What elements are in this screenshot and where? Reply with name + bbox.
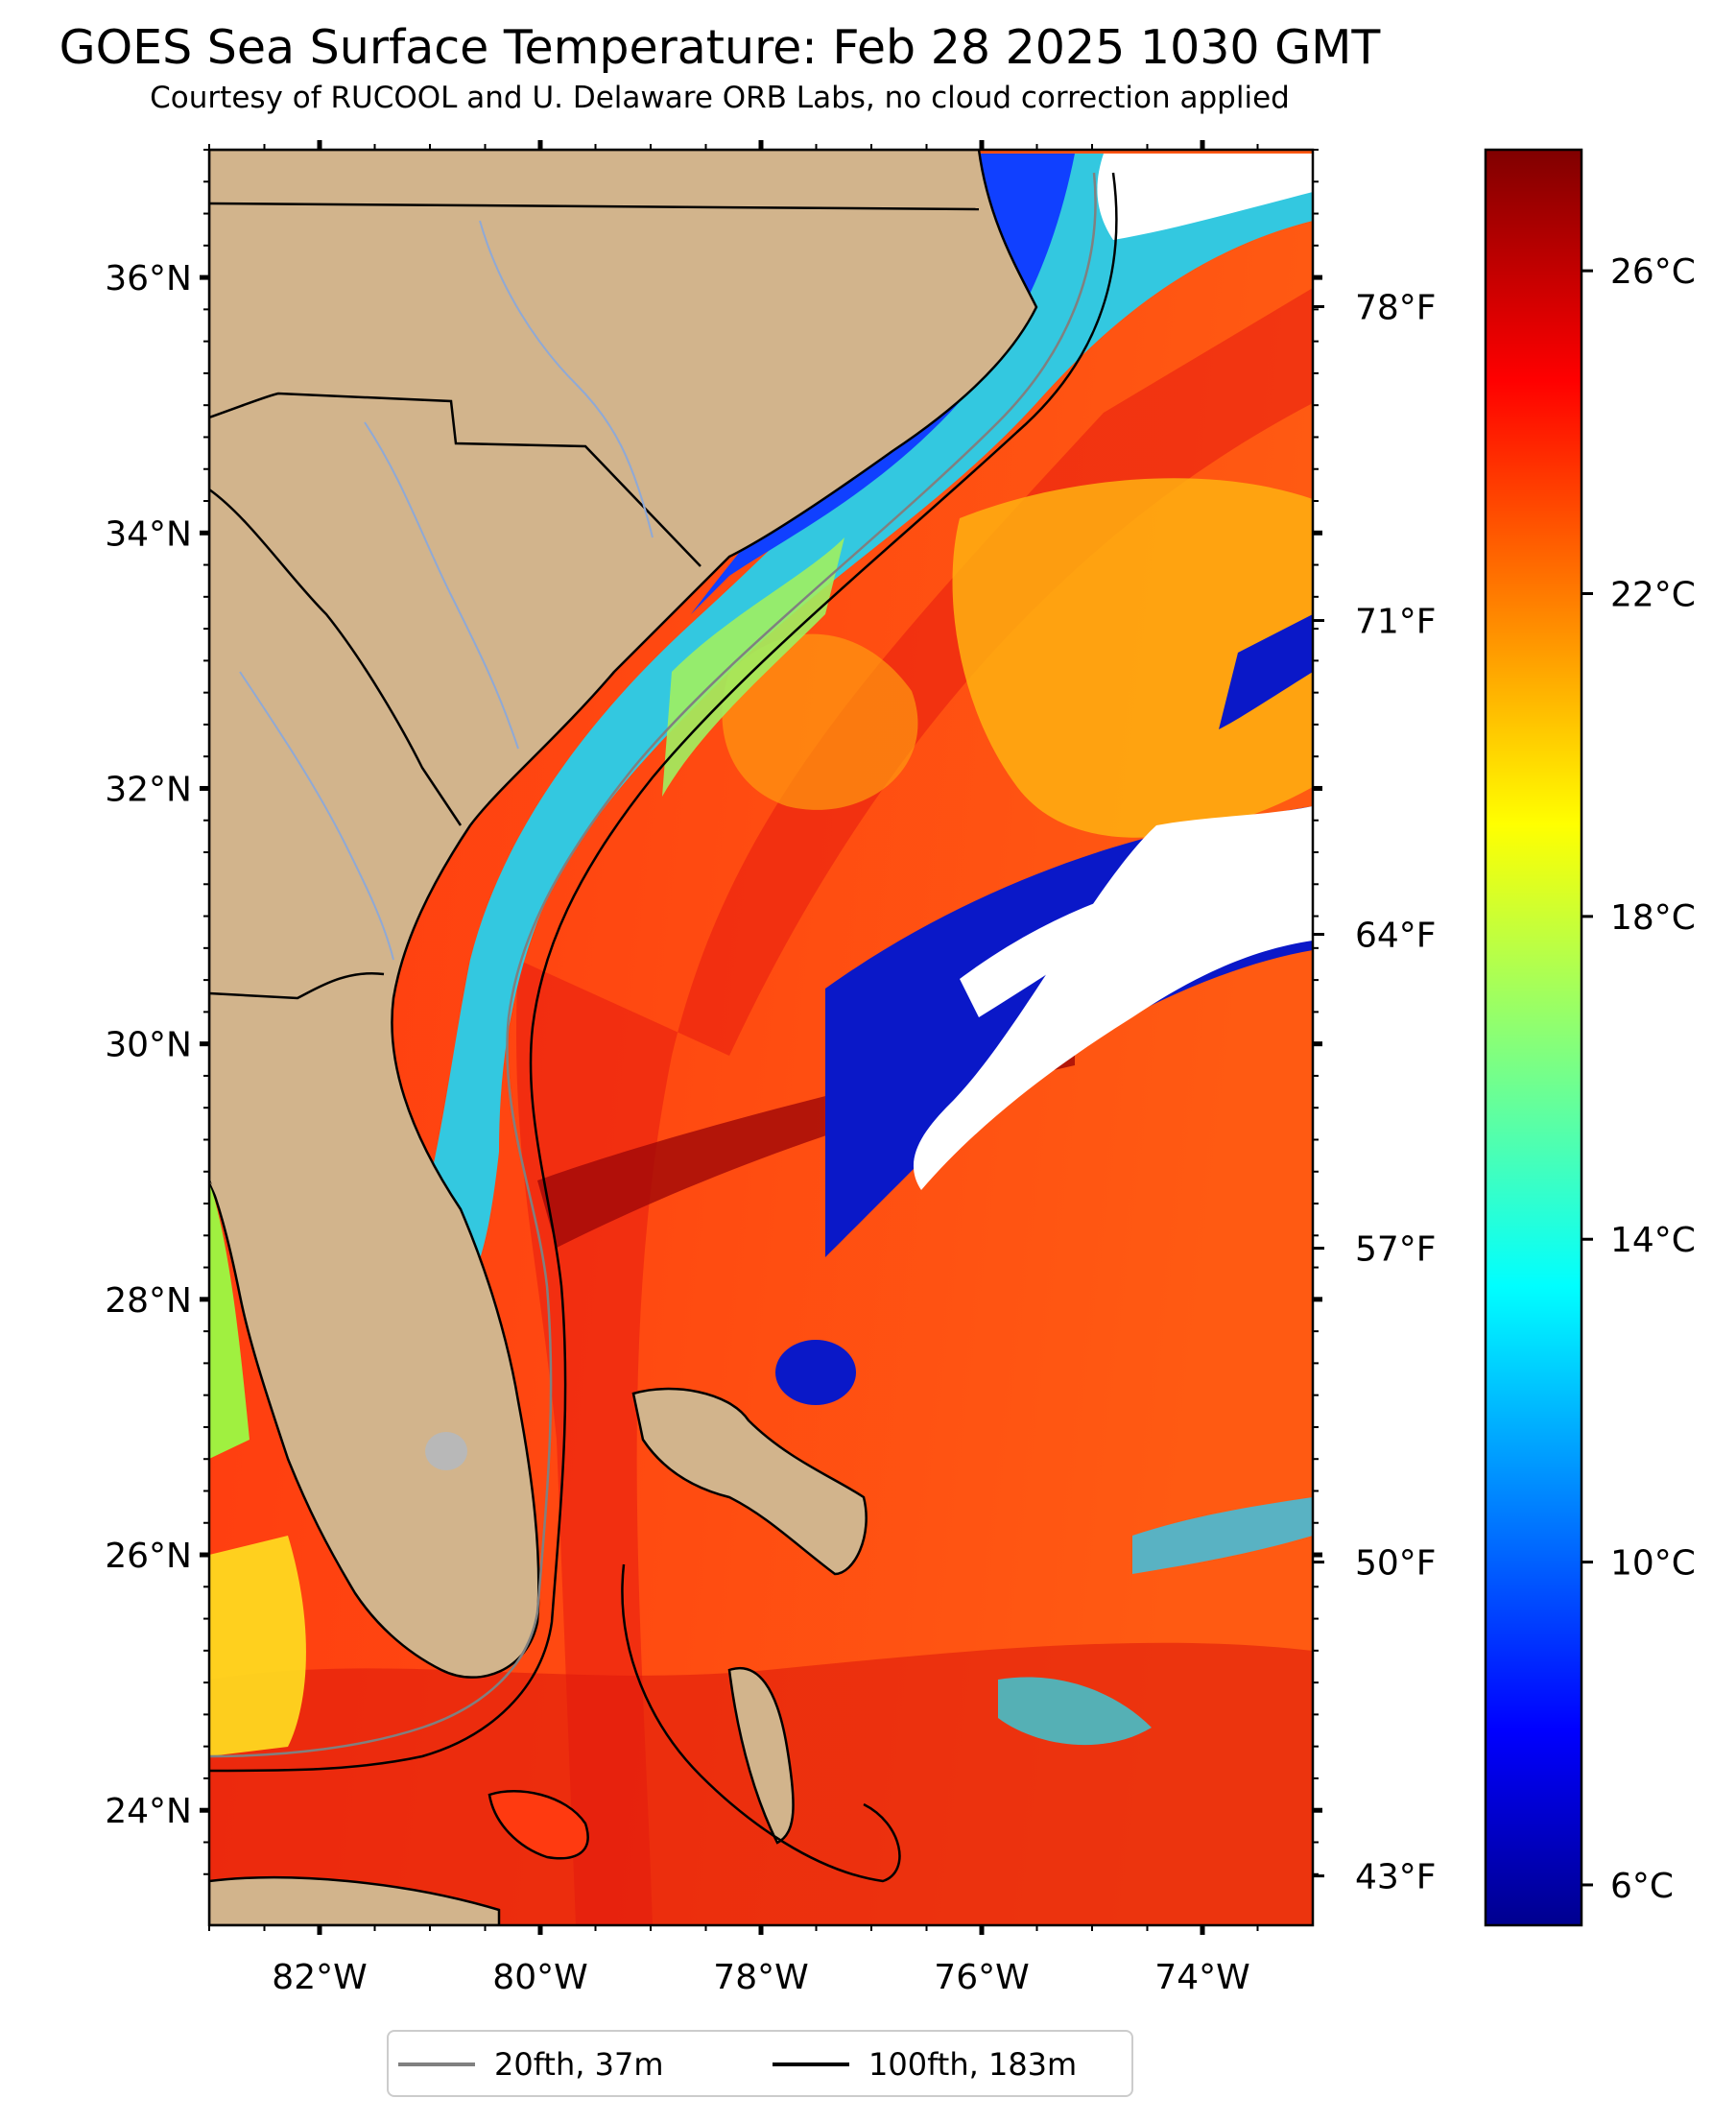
river-1	[479, 220, 654, 538]
colorbar	[1484, 148, 1583, 1927]
colorbar-ticks: 26°C 22°C 18°C 14°C 10°C 6°C	[1581, 252, 1696, 1906]
offshore-eddy	[952, 478, 1313, 838]
lat-tick-label: 28°N	[105, 1281, 192, 1321]
cold-patch	[1219, 614, 1313, 729]
lon-tick-label: 74°W	[1154, 1958, 1249, 1997]
gulf-yellow	[209, 1536, 306, 1756]
fahrenheit-tick-label: 78°F	[1355, 289, 1437, 328]
celsius-tick-label: 14°C	[1610, 1221, 1696, 1260]
legend-label-100fth: 100fth, 183m	[868, 2046, 1078, 2083]
isobath-20fth	[209, 172, 1097, 1758]
lat-tick-label: 34°N	[105, 514, 192, 554]
land-southeast-us	[209, 150, 1038, 1679]
legend-label-20fth: 20fth, 37m	[494, 2046, 664, 2083]
celsius-tick-label: 10°C	[1610, 1544, 1696, 1584]
fahrenheit-tick-label: 57°F	[1355, 1230, 1437, 1270]
chart-title: GOES Sea Surface Temperature: Feb 28 202…	[59, 20, 1381, 75]
legend-item-20fth: 20fth, 37m	[398, 2045, 663, 2084]
river-2	[364, 421, 519, 750]
land-andros	[727, 1667, 795, 1845]
isobath-100fth	[209, 172, 1118, 1773]
cloud-mask-2	[913, 806, 1313, 1190]
map-panel	[209, 150, 1313, 1925]
isobath-100fth-bahamas	[621, 1563, 901, 1883]
lat-tick-label: 24°N	[105, 1792, 192, 1831]
map-axis-ticks: 82°W 80°W 78°W 76°W 74°W 36°N 34°N 32°N 30°N 28°N…	[105, 140, 1437, 1997]
border-nc-sc	[209, 392, 702, 567]
land-bahamas-north	[631, 1387, 868, 1576]
chart-subtitle: Courtesy of RUCOOL and U. Delaware ORB L…	[150, 81, 1290, 115]
fahrenheit-tick-label: 64°F	[1355, 917, 1437, 956]
legend-line-100fth	[773, 2062, 849, 2066]
shelf-cold-water	[413, 154, 1313, 1305]
lat-tick-label: 30°N	[105, 1026, 192, 1065]
southern-cold-patch	[998, 1677, 1152, 1746]
lon-tick-label: 78°W	[713, 1958, 808, 1997]
celsius-tick-label: 6°C	[1610, 1867, 1674, 1906]
cloud-mask-north	[1097, 154, 1313, 240]
southern-cold-patch-2	[1132, 1497, 1313, 1574]
land-cay-sal-bank	[488, 1790, 589, 1860]
offshore-eddy-2	[722, 633, 918, 810]
lon-tick-label: 76°W	[934, 1958, 1029, 1997]
legend-line-20fth	[398, 2062, 475, 2066]
lat-tick-label: 32°N	[105, 770, 192, 809]
border-va-nc	[209, 202, 980, 211]
border-ga-fl	[209, 971, 385, 1000]
land-cuba	[209, 1876, 501, 1925]
lon-tick-label: 82°W	[272, 1958, 367, 1997]
fahrenheit-tick-label: 50°F	[1355, 1544, 1437, 1584]
border-sc-ga	[209, 488, 463, 826]
lat-tick-label: 36°N	[105, 259, 192, 298]
gulf-green	[209, 1180, 250, 1459]
fahrenheit-tick-label: 43°F	[1355, 1858, 1437, 1897]
lat-tick-label: 26°N	[105, 1537, 192, 1576]
celsius-tick-label: 26°C	[1610, 252, 1696, 292]
land-florida-west	[209, 1180, 317, 1497]
river-3	[239, 671, 394, 961]
lon-tick-label: 80°W	[492, 1958, 587, 1997]
fahrenheit-tick-label: 71°F	[1355, 603, 1437, 642]
celsius-tick-label: 22°C	[1610, 576, 1696, 615]
lake-okeechobee	[425, 1432, 467, 1470]
cold-eddy	[775, 1340, 856, 1405]
celsius-tick-label: 18°C	[1610, 898, 1696, 938]
legend-item-100fth: 100fth, 183m	[773, 2045, 1077, 2084]
legend: 20fth, 37m 100fth, 183m	[387, 2030, 1133, 2097]
